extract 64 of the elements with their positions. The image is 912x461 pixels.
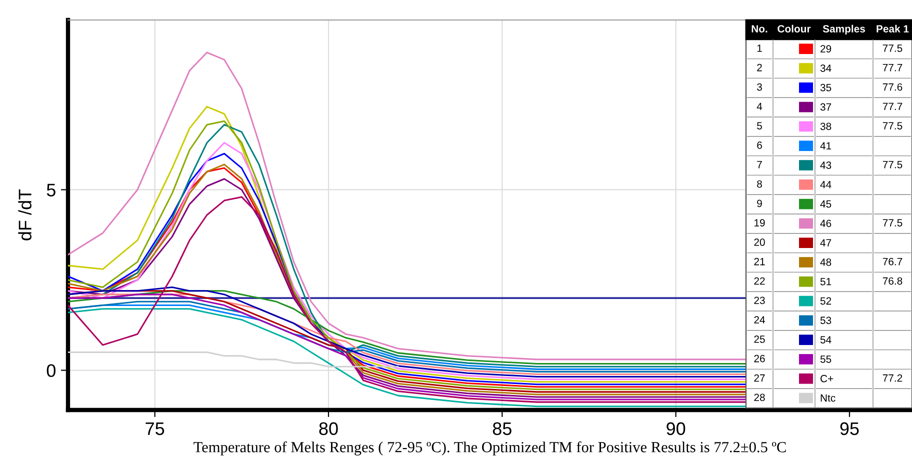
annotation: 21	[754, 258, 765, 266]
annotation: 24	[754, 316, 765, 324]
legend-label: 37	[820, 103, 832, 111]
x-tick-label: 75	[146, 422, 164, 436]
annotation: 19	[754, 219, 765, 226]
annotation: 25	[754, 336, 765, 343]
annotation: 3	[757, 83, 762, 91]
annotation: 4	[756, 102, 762, 110]
annotation: 23	[754, 296, 765, 304]
line-series	[68, 308, 746, 408]
legend-label: 35	[820, 84, 832, 92]
annotation: 77.6	[882, 83, 902, 91]
legend-label: 52	[820, 297, 832, 305]
annotation: Colour	[778, 24, 811, 32]
annotation: 5	[757, 122, 762, 130]
annotation: 2	[757, 64, 762, 72]
legend-label: 53	[820, 316, 832, 324]
line-series	[68, 290, 746, 365]
annotation: 26	[754, 354, 765, 362]
legend-label: 46	[820, 220, 832, 228]
annotation: Samples	[822, 24, 865, 35]
line-series	[68, 52, 746, 360]
annotation: 77.5	[882, 219, 902, 226]
annotation: 77.5	[882, 44, 902, 52]
annotation: 27	[754, 374, 765, 382]
annotation: 28	[754, 394, 765, 402]
annotation: 77.7	[882, 102, 902, 110]
annotation: 8	[757, 180, 762, 188]
x-axis-title: Temperature of Melts Renges ( 72-95 ºC). The Optimized TM for Positive Results is 77.2±0.5 ºC	[194, 441, 786, 456]
annotation: 20	[754, 238, 765, 246]
y-tick-label: 0	[46, 364, 56, 377]
legend-label: 44	[820, 181, 832, 188]
annotation: 1	[757, 44, 762, 52]
legend-label: 29	[820, 45, 832, 52]
annotation: 76.7	[882, 258, 902, 266]
legend-label: 34	[820, 64, 832, 72]
annotation: 76.8	[882, 277, 902, 285]
legend-label: C+	[820, 374, 834, 382]
annotation: 22	[754, 277, 765, 285]
annotation: 77.5	[882, 161, 902, 168]
x-tick-label: 85	[492, 422, 512, 436]
legend-label: 38	[820, 122, 832, 130]
x-tick-label: 80	[319, 422, 338, 436]
x-tick-label: 95	[840, 422, 859, 436]
legend-label: 41	[820, 142, 832, 150]
legend-label: Ntc	[820, 394, 836, 402]
x-tick-label: 90	[666, 422, 686, 436]
legend-label: 48	[820, 258, 832, 266]
legend-label: 47	[820, 239, 832, 246]
annotation: No.	[752, 25, 768, 32]
legend-label: 51	[820, 278, 832, 286]
y-axis-title: dF /dT	[18, 189, 32, 240]
annotation: 77.2	[882, 374, 902, 382]
legend-label: 43	[820, 162, 832, 169]
legend-label: 54	[820, 336, 832, 344]
annotation: Peak 1	[876, 24, 909, 32]
line-series	[68, 351, 399, 368]
annotation: 77.5	[882, 122, 902, 130]
legend-label: 55	[820, 356, 832, 363]
annotation: 6	[757, 142, 762, 149]
annotation: 9	[757, 200, 762, 208]
legend-label: 45	[820, 200, 832, 208]
annotation: 77.7	[882, 64, 902, 72]
annotation: 7	[757, 161, 762, 168]
